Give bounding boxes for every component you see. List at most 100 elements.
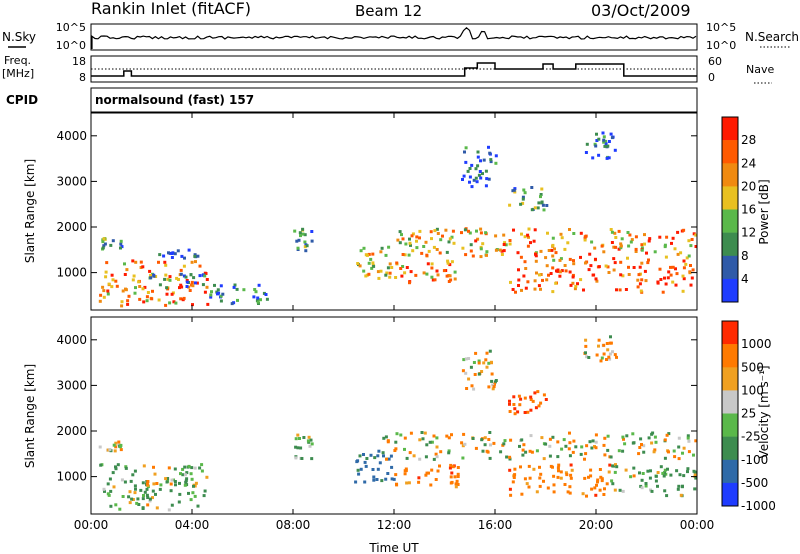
heatmap-cell <box>114 441 118 445</box>
heatmap-cell <box>107 493 111 497</box>
heatmap-cell <box>455 479 459 483</box>
heatmap-cell <box>535 490 539 494</box>
heatmap-cell <box>595 353 599 357</box>
heatmap-cell <box>574 445 578 449</box>
heatmap-cell <box>119 443 123 447</box>
heatmap-cell <box>528 449 532 453</box>
heatmap-cell <box>388 275 392 279</box>
heatmap-cell <box>418 457 422 461</box>
heatmap-cell <box>665 235 669 239</box>
heatmap-cell <box>591 439 595 443</box>
heatmap-cell <box>103 242 107 246</box>
heatmap-cell <box>500 253 504 256</box>
heatmap-cell <box>135 501 139 505</box>
heatmap-cell <box>563 483 567 486</box>
heatmap-cell <box>155 482 159 485</box>
heatmap-cell <box>476 164 480 168</box>
heatmap-cell <box>640 243 644 247</box>
power-colorbar-label: Power [dB] <box>757 179 771 244</box>
heatmap-cell <box>509 438 513 442</box>
heatmap-cell <box>301 232 305 236</box>
heatmap-cell <box>98 445 102 449</box>
heatmap-cell <box>398 241 402 245</box>
velocity-cells <box>98 335 698 512</box>
heatmap-cell <box>532 467 536 471</box>
heatmap-cell <box>568 441 572 445</box>
heatmap-cell <box>605 358 608 361</box>
heatmap-cell <box>494 161 498 165</box>
heatmap-cell <box>447 449 451 453</box>
heatmap-cell <box>159 483 163 487</box>
heatmap-cell <box>430 468 434 472</box>
heatmap-cell <box>523 477 527 481</box>
heatmap-cell <box>170 478 174 482</box>
heatmap-cell <box>605 482 609 486</box>
heatmap-cell <box>477 173 481 177</box>
heatmap-cell <box>572 232 576 235</box>
heatmap-cell <box>610 136 614 140</box>
heatmap-cell <box>486 450 490 454</box>
heatmap-cell <box>438 251 442 255</box>
heatmap-cell <box>567 447 571 451</box>
heatmap-cell <box>544 398 548 401</box>
heatmap-cell <box>106 289 110 293</box>
heatmap-cell <box>438 464 441 468</box>
heatmap-cell <box>432 457 436 461</box>
heatmap-cell <box>615 465 619 469</box>
heatmap-cell <box>604 139 608 143</box>
heatmap-cell <box>645 251 648 255</box>
heatmap-cell <box>593 142 597 146</box>
heatmap-cell <box>460 441 464 445</box>
heatmap-cell <box>614 463 617 467</box>
heatmap-cell <box>403 436 407 440</box>
heatmap-cell <box>204 272 208 275</box>
heatmap-cell <box>456 472 460 476</box>
colorbar-segment <box>722 413 738 437</box>
heatmap-cell <box>579 278 583 282</box>
heatmap-cell <box>302 436 306 439</box>
heatmap-cell <box>608 357 612 361</box>
heatmap-cell <box>626 231 630 234</box>
heatmap-cell <box>448 237 452 241</box>
heatmap-cell <box>394 447 398 451</box>
heatmap-cell <box>520 492 524 496</box>
heatmap-cell <box>521 453 525 457</box>
heatmap-cell <box>512 188 516 192</box>
heatmap-cell <box>188 289 192 292</box>
heatmap-cell <box>650 489 654 493</box>
heatmap-cell <box>646 469 650 473</box>
heatmap-cell <box>148 269 152 273</box>
heatmap-cell <box>529 395 533 399</box>
heatmap-cell <box>644 482 648 485</box>
heatmap-cell <box>472 361 476 364</box>
heatmap-cell <box>607 470 611 474</box>
heatmap-cell <box>202 494 206 498</box>
heatmap-cell <box>568 228 571 231</box>
heatmap-cell <box>417 480 421 484</box>
heatmap-cell <box>367 272 371 276</box>
heatmap-cell <box>139 266 143 269</box>
heatmap-cell <box>483 443 487 447</box>
heatmap-cell <box>642 450 646 454</box>
heatmap-cell <box>540 436 544 440</box>
heatmap-cell <box>192 484 195 488</box>
heatmap-cell <box>143 490 147 494</box>
heatmap-cell <box>172 300 176 304</box>
heatmap-cell <box>517 284 520 287</box>
colorbar-segment <box>722 163 738 187</box>
heatmap-cell <box>493 382 496 386</box>
heatmap-cell <box>641 472 645 475</box>
heatmap-cell <box>190 280 194 284</box>
heatmap-cell <box>594 440 598 444</box>
velocity-colorbar: 1000 500 100 25 -25 -100 -500 -1000 <box>721 320 776 513</box>
heatmap-cell <box>537 404 541 408</box>
colorbar-tick-label: 28 <box>741 133 756 147</box>
heatmap-cell <box>183 473 187 477</box>
heatmap-cell <box>521 448 525 452</box>
heatmap-cell <box>529 434 533 438</box>
heatmap-cell <box>355 460 359 464</box>
heatmap-cell <box>405 456 409 460</box>
heatmap-cell <box>674 283 678 287</box>
heatmap-cell <box>682 266 686 270</box>
